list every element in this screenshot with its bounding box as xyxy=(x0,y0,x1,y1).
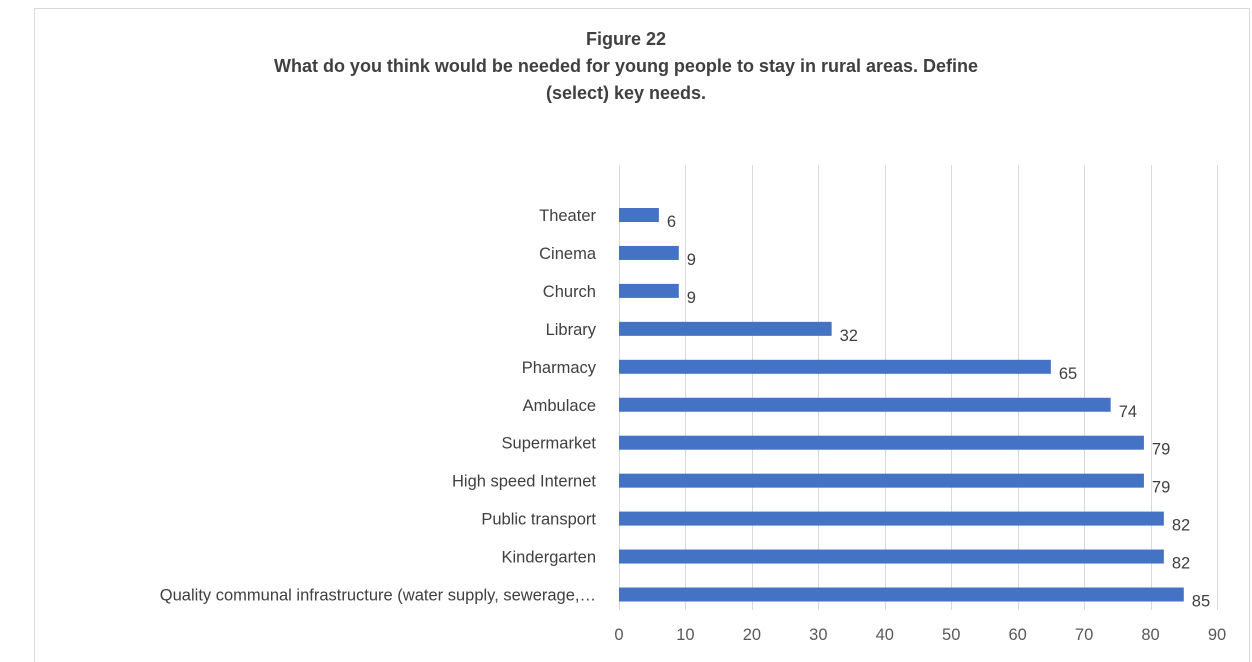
x-axis-ticks: 0 10 20 30 40 50 60 70 80 90 xyxy=(614,626,1226,644)
category-label: Ambulace xyxy=(523,397,596,415)
bar xyxy=(619,245,679,260)
chart-title-line-3: (select) key needs. xyxy=(545,83,707,103)
category-label: Church xyxy=(543,283,596,301)
bar xyxy=(619,321,832,336)
bar xyxy=(619,587,1184,602)
category-label: Kindergarten xyxy=(502,549,596,567)
data-label: 9 xyxy=(687,251,696,269)
bar xyxy=(619,435,1144,450)
frame-top-border xyxy=(34,8,1250,9)
bar xyxy=(619,549,1164,564)
category-label: Quality communal infrastructure (water s… xyxy=(160,587,596,605)
data-label: 82 xyxy=(1172,555,1190,573)
bar xyxy=(619,473,1144,488)
frame-left-border xyxy=(34,8,35,662)
data-label: 6 xyxy=(667,213,676,231)
category-label: Pharmacy xyxy=(522,359,597,377)
category-label: High speed Internet xyxy=(452,473,596,491)
data-label: 79 xyxy=(1152,479,1170,497)
bar xyxy=(619,208,659,222)
x-tick-label: 50 xyxy=(942,626,960,644)
chart-title: Figure 22 What do you think would be nee… xyxy=(0,26,1252,107)
bar xyxy=(619,283,679,298)
data-label: 65 xyxy=(1059,365,1077,383)
x-tick-label: 60 xyxy=(1008,626,1026,644)
x-tick-label: 80 xyxy=(1141,626,1159,644)
x-tick-label: 10 xyxy=(676,626,694,644)
data-label: 85 xyxy=(1192,593,1210,611)
data-label: 32 xyxy=(840,327,858,345)
x-tick-label: 0 xyxy=(614,626,623,644)
bar xyxy=(619,359,1051,374)
category-label: Library xyxy=(546,321,597,339)
x-tick-label: 40 xyxy=(876,626,894,644)
x-tick-label: 20 xyxy=(743,626,761,644)
chart-title-line-2: What do you think would be needed for yo… xyxy=(273,56,979,76)
data-label: 82 xyxy=(1172,517,1190,535)
x-tick-label: 70 xyxy=(1075,626,1093,644)
gridlines xyxy=(619,165,1218,610)
data-label: 79 xyxy=(1152,441,1170,459)
bar xyxy=(619,397,1111,412)
data-label: 9 xyxy=(687,289,696,307)
data-label: 74 xyxy=(1119,403,1137,421)
bar xyxy=(619,511,1164,526)
chart-title-line-1: Figure 22 xyxy=(585,29,667,49)
category-label: Public transport xyxy=(481,511,596,529)
category-labels: Theater Cinema Church Library Pharmacy Ambula… xyxy=(160,207,597,605)
category-label: Supermarket xyxy=(502,435,597,453)
x-tick-label: 30 xyxy=(809,626,827,644)
bars xyxy=(619,208,1184,602)
category-label: Theater xyxy=(539,207,596,225)
frame-right-border xyxy=(1249,8,1250,662)
category-label: Cinema xyxy=(539,245,597,263)
x-tick-label: 90 xyxy=(1208,626,1226,644)
data-labels: 6 9 9 32 65 74 79 79 82 82 85 xyxy=(667,213,1210,611)
